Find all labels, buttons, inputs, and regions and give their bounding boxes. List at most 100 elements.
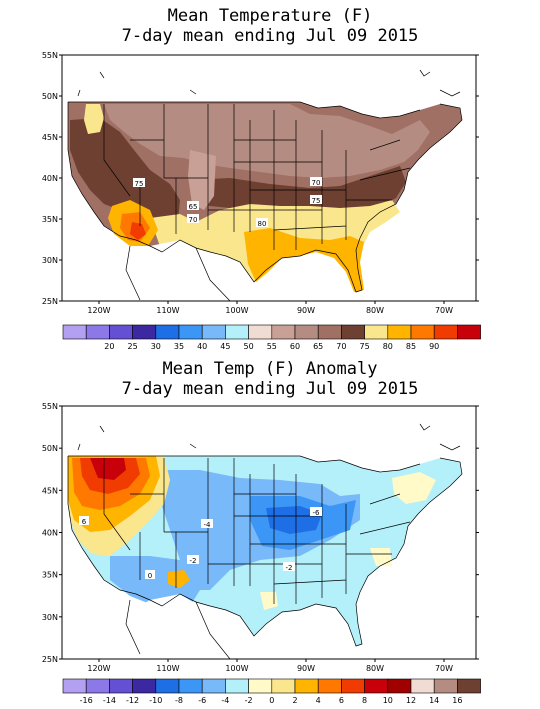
lat-tick-label: 55N <box>42 402 58 411</box>
legend-swatch <box>201 324 226 340</box>
legend-swatch <box>225 324 249 340</box>
legend-tick-label: 25 <box>128 342 138 351</box>
lat-tick-label: 55N <box>42 51 58 60</box>
legend-swatch <box>433 324 458 340</box>
lon-tick-label: 120W <box>87 306 110 315</box>
legend-swatch <box>341 678 365 694</box>
legend-tick-label: 12 <box>406 696 416 705</box>
legend-swatch <box>294 678 319 694</box>
contour-label: 6 <box>82 518 87 526</box>
legend-swatch <box>271 324 296 340</box>
panel2-title-line1: Mean Temp (F) Anomaly <box>162 359 378 379</box>
anomaly-contour-labels: 6 -4 -6 -2 -2 0 <box>79 507 322 580</box>
legend-tick-label: 50 <box>244 342 254 351</box>
lat-tick-label: 45N <box>42 486 58 495</box>
legend-tick-label: 30 <box>151 342 161 351</box>
legend-tick-label: -4 <box>221 696 229 705</box>
lat-tick-label: 30N <box>42 256 58 265</box>
panel2-title-line2: 7-day mean ending Jul 09 2015 <box>121 379 419 399</box>
contour-label: 75 <box>135 180 144 188</box>
contour-label: 80 <box>258 220 267 228</box>
contour-label: 65 <box>189 203 198 211</box>
legend-swatch <box>317 324 342 340</box>
legend-tick-label: 90 <box>429 342 439 351</box>
legend-tick-label: -6 <box>198 696 206 705</box>
lon-tick-label: 100W <box>225 664 248 673</box>
legend-tick-label: 55 <box>267 342 277 351</box>
legend-swatch <box>317 678 342 694</box>
legend-tick-label: 8 <box>362 696 367 705</box>
legend-tick-label: -2 <box>245 696 253 705</box>
lon-tick-label: 80W <box>366 306 384 315</box>
lon-tick-label: 120W <box>87 664 110 673</box>
legend-tick-label: -14 <box>103 696 116 705</box>
legend-tick-label: 6 <box>339 696 344 705</box>
legend-swatch <box>85 324 110 340</box>
temperature-map-axes: 55N 50N 45N 40N 35N 30N 25N 120W 110W 100W 90W 80W 7… <box>42 51 479 315</box>
lon-tick-label: 90W <box>297 664 315 673</box>
contour-label: -2 <box>286 564 293 572</box>
legend-tick-label: 35 <box>174 342 184 351</box>
lat-tick-label: 50N <box>42 444 58 453</box>
legend-swatch <box>62 324 87 340</box>
contour-label: 70 <box>312 179 321 187</box>
legend-swatch <box>62 678 87 694</box>
lat-tick-label: 50N <box>42 92 58 101</box>
legend-swatch <box>201 678 226 694</box>
legend-swatch <box>364 678 389 694</box>
legend-tick-label: -10 <box>149 696 162 705</box>
legend-swatch <box>225 678 249 694</box>
anomaly-field <box>62 406 476 659</box>
legend-swatch <box>364 324 389 340</box>
lon-tick-label: 70W <box>435 306 453 315</box>
legend-swatch <box>294 324 319 340</box>
legend-swatch <box>341 324 365 340</box>
legend-tick-label: 2 <box>292 696 297 705</box>
temperature-legend: 20 25 30 35 40 45 50 55 60 65 70 75 80 85 90 <box>62 324 481 351</box>
legend-swatch <box>132 324 157 340</box>
legend-swatch <box>271 678 296 694</box>
legend-tick-label: -8 <box>175 696 183 705</box>
lat-tick-label: 40N <box>42 174 58 183</box>
lon-tick-label: 110W <box>156 306 179 315</box>
legend-swatch <box>85 678 110 694</box>
legend-tick-label: -12 <box>126 696 139 705</box>
legend-tick-label: 0 <box>269 696 274 705</box>
legend-tick-label: 4 <box>316 696 321 705</box>
contour-label: 0 <box>148 572 152 580</box>
legend-tick-label: -16 <box>80 696 93 705</box>
legend-tick-label: 40 <box>197 342 207 351</box>
lat-tick-label: 45N <box>42 133 58 142</box>
contour-label: -4 <box>204 521 212 529</box>
legend-swatch <box>457 324 481 340</box>
legend-swatch <box>155 678 180 694</box>
legend-tick-label: 70 <box>336 342 346 351</box>
legend-swatch <box>410 678 435 694</box>
lat-tick-label: 40N <box>42 529 58 538</box>
anomaly-map-axes: 55N 50N 45N 40N 35N 30N 25N 120W 110W 100W 90W 80W 7… <box>42 402 479 673</box>
legend-tick-label: 60 <box>290 342 300 351</box>
legend-swatch <box>178 324 203 340</box>
legend-swatch <box>433 678 458 694</box>
panel1-title-line1: Mean Temperature (F) <box>167 6 373 26</box>
legend-tick-label: 65 <box>313 342 323 351</box>
lon-tick-label: 110W <box>156 664 179 673</box>
legend-swatch <box>109 324 133 340</box>
temperature-field <box>62 55 476 301</box>
legend-tick-label: 80 <box>383 342 393 351</box>
contour-label: -2 <box>190 557 197 565</box>
legend-swatch <box>387 678 412 694</box>
legend-swatch <box>248 678 273 694</box>
lat-tick-label: 25N <box>42 297 58 306</box>
legend-swatch <box>178 678 203 694</box>
legend-swatch <box>387 324 412 340</box>
legend-tick-label: 75 <box>360 342 370 351</box>
legend-swatch <box>248 324 273 340</box>
legend-tick-label: 14 <box>429 696 439 705</box>
legend-tick-label: 85 <box>406 342 416 351</box>
state-borders <box>67 69 463 301</box>
legend-tick-label: 16 <box>452 696 462 705</box>
legend-swatch <box>109 678 133 694</box>
legend-swatch <box>155 324 180 340</box>
